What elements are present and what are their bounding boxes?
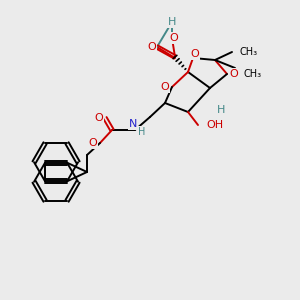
Text: H: H [217, 105, 225, 115]
Text: O: O [88, 138, 98, 148]
Text: CH₃: CH₃ [243, 69, 261, 79]
Text: O: O [190, 49, 200, 59]
Text: O: O [169, 33, 178, 43]
Text: CH₃: CH₃ [240, 47, 258, 57]
Text: O: O [94, 113, 103, 123]
Text: O: O [148, 42, 156, 52]
Text: H: H [168, 17, 176, 27]
Text: O: O [230, 69, 238, 79]
Text: N: N [129, 119, 137, 129]
Text: OH: OH [206, 120, 223, 130]
Text: O: O [160, 82, 169, 92]
Text: H: H [138, 127, 146, 137]
